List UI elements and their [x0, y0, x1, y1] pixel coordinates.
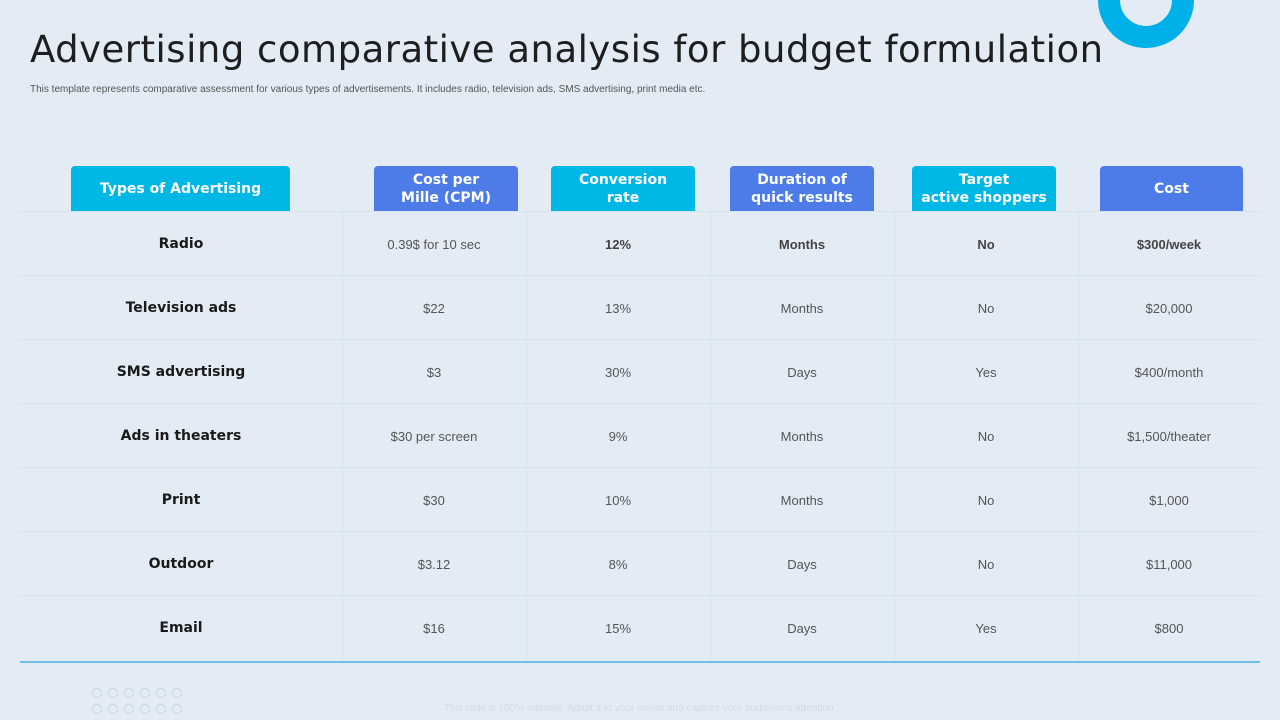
header-cost: Cost	[1100, 166, 1243, 211]
column-divider	[710, 211, 711, 661]
type-cell: SMS advertising	[116, 364, 246, 380]
table-row: Ads in theaters $30 per screen 9% Months…	[20, 403, 1260, 468]
cpm-cell: $30 per screen	[390, 428, 478, 444]
page-title: Advertising comparative analysis for bud…	[30, 28, 1104, 71]
cpm-cell: 0.39$ for 10 sec	[387, 236, 481, 252]
target-cell: No	[977, 236, 995, 252]
header-conversion-rate: Conversion rate	[551, 166, 695, 211]
column-divider	[894, 211, 895, 661]
cpm-cell: $3	[426, 364, 442, 380]
cpm-cell: $30	[423, 492, 445, 508]
table-row: Radio 0.39$ for 10 sec 12% Months No $30…	[20, 211, 1260, 276]
type-cell: Print	[161, 492, 201, 508]
target-cell: Yes	[975, 620, 997, 636]
table-row: Print $30 10% Months No $1,000	[20, 467, 1260, 532]
duration-cell: Months	[778, 236, 826, 252]
decorative-dot-grid	[92, 688, 182, 714]
cpm-cell: $3.12	[417, 556, 451, 572]
cost-cell: $400/month	[1134, 364, 1204, 380]
conversion-cell: 12%	[604, 236, 632, 252]
target-cell: No	[977, 300, 995, 316]
duration-cell: Days	[787, 556, 817, 572]
target-cell: No	[977, 428, 995, 444]
conversion-cell: 9%	[608, 428, 628, 444]
type-cell: Email	[159, 620, 203, 636]
header-duration-quick-results: Duration of quick results	[730, 166, 874, 211]
type-cell: Radio	[158, 236, 204, 252]
header-types-of-advertising: Types of Advertising	[71, 166, 290, 211]
conversion-cell: 8%	[608, 556, 628, 572]
type-cell: Ads in theaters	[120, 428, 242, 444]
column-divider	[526, 211, 527, 661]
table-row: Television ads $22 13% Months No $20,000	[20, 275, 1260, 340]
duration-cell: Months	[780, 300, 824, 316]
table-row: Outdoor $3.12 8% Days No $11,000	[20, 531, 1260, 596]
type-cell: Outdoor	[148, 556, 214, 572]
cost-cell: $20,000	[1145, 300, 1193, 316]
cost-cell: $800	[1154, 620, 1184, 636]
duration-cell: Months	[780, 428, 824, 444]
cost-cell: $1,500/theater	[1127, 428, 1211, 444]
duration-cell: Days	[787, 620, 817, 636]
table-row: Email $16 15% Days Yes $800	[20, 595, 1260, 660]
target-cell: No	[977, 556, 995, 572]
conversion-cell: 10%	[604, 492, 632, 508]
type-cell: Television ads	[125, 300, 237, 316]
header-cost-per-mille: Cost per Mille (CPM)	[374, 166, 518, 211]
cpm-cell: $16	[423, 620, 445, 636]
comparison-table: Radio 0.39$ for 10 sec 12% Months No $30…	[20, 211, 1260, 663]
cpm-cell: $22	[423, 300, 445, 316]
decorative-ring	[1098, 0, 1194, 48]
conversion-cell: 13%	[604, 300, 632, 316]
column-divider	[1078, 211, 1079, 661]
column-divider	[342, 211, 343, 661]
cost-cell: $1,000	[1149, 492, 1189, 508]
cost-cell: $300/week	[1136, 236, 1202, 252]
cost-cell: $11,000	[1145, 556, 1193, 572]
duration-cell: Months	[780, 492, 824, 508]
footer-note: This slide is 100% editable. Adapt it to…	[443, 703, 837, 714]
target-cell: No	[977, 492, 995, 508]
header-target-active-shoppers: Target active shoppers	[912, 166, 1056, 211]
conversion-cell: 15%	[604, 620, 632, 636]
duration-cell: Days	[787, 364, 817, 380]
conversion-cell: 30%	[604, 364, 632, 380]
target-cell: Yes	[975, 364, 997, 380]
table-row: SMS advertising $3 30% Days Yes $400/mon…	[20, 339, 1260, 404]
page-subtitle: This template represents comparative ass…	[30, 84, 706, 95]
